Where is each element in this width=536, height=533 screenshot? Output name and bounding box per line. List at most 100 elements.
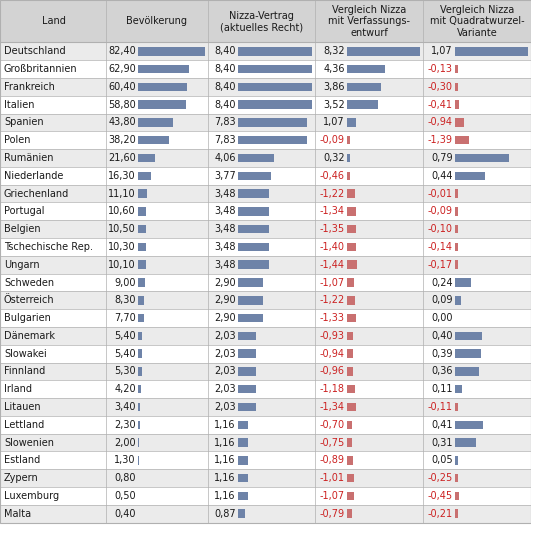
Text: 0,39: 0,39 bbox=[431, 349, 453, 359]
Text: Deutschland: Deutschland bbox=[4, 46, 65, 56]
Bar bbox=[138, 207, 146, 216]
Bar bbox=[238, 100, 312, 109]
Text: -0,09: -0,09 bbox=[319, 135, 345, 145]
Text: -0,11: -0,11 bbox=[428, 402, 453, 412]
Text: Tschechische Rep.: Tschechische Rep. bbox=[4, 242, 93, 252]
Bar bbox=[455, 296, 461, 304]
Text: -0,79: -0,79 bbox=[319, 508, 345, 519]
Text: 10,50: 10,50 bbox=[108, 224, 136, 234]
Bar bbox=[455, 456, 458, 465]
Text: 0,00: 0,00 bbox=[431, 313, 453, 323]
Bar bbox=[138, 118, 174, 127]
Text: 62,90: 62,90 bbox=[108, 64, 136, 74]
Text: 2,90: 2,90 bbox=[214, 278, 236, 287]
Bar bbox=[238, 332, 256, 340]
Bar bbox=[347, 136, 349, 144]
Text: 3,86: 3,86 bbox=[323, 82, 345, 92]
Text: -1,18: -1,18 bbox=[319, 384, 345, 394]
Text: -0,46: -0,46 bbox=[319, 171, 345, 181]
Text: 38,20: 38,20 bbox=[108, 135, 136, 145]
Text: 0,36: 0,36 bbox=[431, 366, 453, 376]
Text: Zypern: Zypern bbox=[4, 473, 39, 483]
Bar bbox=[238, 225, 269, 233]
Text: 2,03: 2,03 bbox=[214, 402, 236, 412]
Bar bbox=[347, 154, 349, 162]
Text: 3,48: 3,48 bbox=[214, 260, 236, 270]
Text: Estland: Estland bbox=[4, 455, 40, 465]
Bar bbox=[455, 332, 482, 340]
Text: 3,48: 3,48 bbox=[214, 189, 236, 199]
Text: Litauen: Litauen bbox=[4, 402, 41, 412]
Bar bbox=[455, 65, 458, 74]
Bar bbox=[347, 100, 378, 109]
Bar bbox=[347, 65, 385, 74]
Bar bbox=[138, 189, 147, 198]
Text: Irland: Irland bbox=[4, 384, 32, 394]
Bar bbox=[347, 385, 355, 393]
Bar bbox=[347, 438, 352, 447]
Text: 0,40: 0,40 bbox=[431, 331, 453, 341]
Bar bbox=[0, 469, 531, 487]
Bar bbox=[347, 510, 352, 518]
Bar bbox=[138, 136, 169, 144]
Text: 8,40: 8,40 bbox=[214, 64, 236, 74]
Bar bbox=[347, 47, 420, 55]
Text: 1,16: 1,16 bbox=[214, 455, 236, 465]
Bar bbox=[138, 332, 142, 340]
Text: 0,41: 0,41 bbox=[431, 420, 453, 430]
Text: -1,35: -1,35 bbox=[319, 224, 345, 234]
Bar bbox=[238, 136, 307, 144]
Bar bbox=[0, 131, 531, 149]
Bar bbox=[238, 47, 312, 55]
Text: 3,48: 3,48 bbox=[214, 242, 236, 252]
Bar bbox=[0, 292, 531, 309]
Text: Niederlande: Niederlande bbox=[4, 171, 63, 181]
Text: 4,06: 4,06 bbox=[214, 153, 236, 163]
Text: Österreich: Österreich bbox=[4, 295, 55, 305]
Text: Ungarn: Ungarn bbox=[4, 260, 40, 270]
Text: 0,87: 0,87 bbox=[214, 508, 236, 519]
Text: 2,90: 2,90 bbox=[214, 313, 236, 323]
Bar bbox=[0, 434, 531, 451]
Text: -0,14: -0,14 bbox=[428, 242, 453, 252]
Text: Belgien: Belgien bbox=[4, 224, 41, 234]
Bar bbox=[238, 385, 256, 393]
Bar bbox=[238, 349, 256, 358]
Bar bbox=[238, 367, 256, 376]
Text: -0,17: -0,17 bbox=[428, 260, 453, 270]
Bar bbox=[138, 154, 155, 162]
Text: -0,70: -0,70 bbox=[319, 420, 345, 430]
Bar bbox=[238, 189, 269, 198]
Bar bbox=[238, 421, 248, 429]
Text: 10,60: 10,60 bbox=[108, 206, 136, 216]
Text: Spanien: Spanien bbox=[4, 117, 43, 127]
Text: 4,36: 4,36 bbox=[323, 64, 345, 74]
Bar bbox=[0, 114, 531, 131]
Text: 2,03: 2,03 bbox=[214, 331, 236, 341]
Bar bbox=[455, 278, 471, 287]
Text: 2,03: 2,03 bbox=[214, 384, 236, 394]
Bar bbox=[455, 172, 485, 180]
Bar bbox=[455, 261, 458, 269]
Bar bbox=[347, 207, 356, 216]
Text: Slowenien: Slowenien bbox=[4, 438, 54, 448]
Text: -0,25: -0,25 bbox=[427, 473, 453, 483]
Text: 3,48: 3,48 bbox=[214, 206, 236, 216]
Text: 11,10: 11,10 bbox=[108, 189, 136, 199]
Bar bbox=[455, 385, 462, 393]
Bar bbox=[0, 505, 531, 523]
Bar bbox=[0, 362, 531, 381]
Text: 2,30: 2,30 bbox=[114, 420, 136, 430]
Bar bbox=[0, 327, 531, 345]
Bar bbox=[347, 118, 356, 127]
Bar bbox=[138, 261, 146, 269]
Text: 7,83: 7,83 bbox=[214, 135, 236, 145]
Bar bbox=[0, 238, 531, 256]
Text: -0,96: -0,96 bbox=[319, 366, 345, 376]
Bar bbox=[0, 184, 531, 203]
Text: Rumänien: Rumänien bbox=[4, 153, 54, 163]
Text: -1,33: -1,33 bbox=[319, 313, 345, 323]
Bar bbox=[347, 456, 353, 465]
Bar bbox=[238, 456, 248, 465]
Bar bbox=[0, 309, 531, 327]
